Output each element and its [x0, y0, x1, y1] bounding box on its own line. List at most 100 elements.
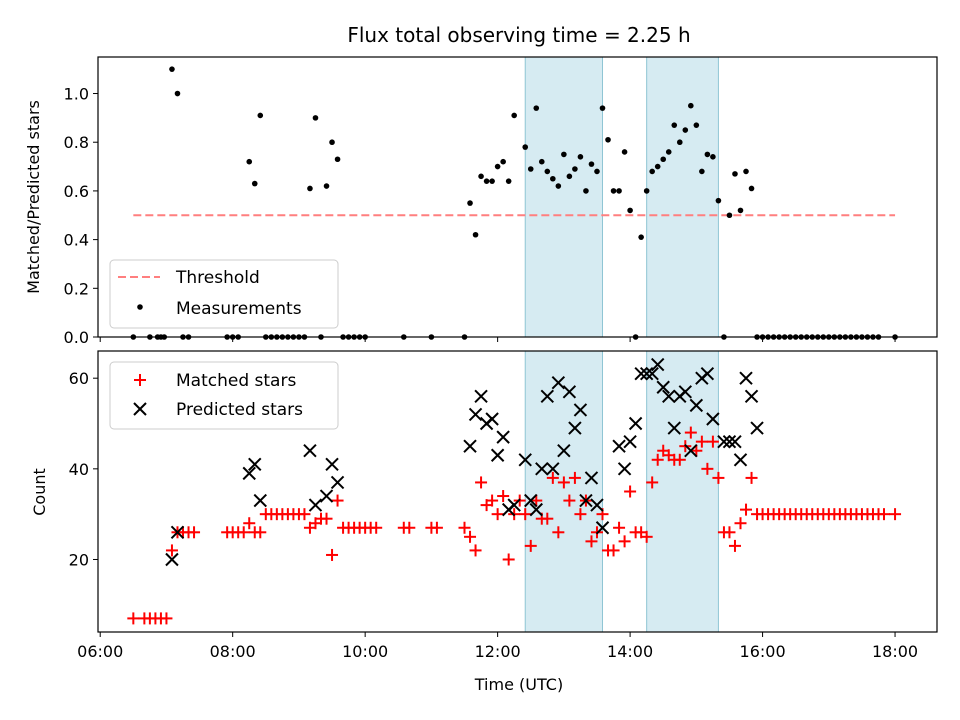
measurement-point	[710, 154, 716, 160]
top-legend-box	[109, 259, 339, 329]
predicted-star-point	[612, 439, 626, 453]
measurement-point	[577, 154, 584, 160]
matched-star-point	[745, 471, 758, 484]
predicted-star-point	[579, 493, 593, 508]
matched-star-point	[403, 521, 416, 534]
predicted-star-point	[551, 376, 566, 390]
predicted-star-point	[490, 448, 505, 462]
matched-star-point	[502, 553, 515, 566]
matched-star-point	[370, 521, 383, 534]
measurement-point	[566, 173, 573, 180]
predicted-star-point	[568, 421, 582, 435]
predicted-star-point	[645, 366, 659, 381]
matched-star-point	[889, 508, 902, 521]
matched-star-point	[706, 435, 719, 448]
predicted-star-point	[706, 412, 720, 426]
measurement-point	[699, 168, 705, 175]
matched-star-point	[469, 544, 482, 557]
legend-predicted-label: Predicted stars	[176, 400, 303, 420]
observing-window	[524, 56, 604, 338]
predicted-star-point	[628, 416, 643, 431]
matched-star-point	[624, 485, 637, 498]
predicted-star-point	[248, 457, 262, 472]
predicted-star-point	[170, 525, 185, 539]
matched-star-point	[546, 471, 559, 484]
measurement-point	[704, 151, 711, 158]
observing-window	[524, 350, 604, 633]
predicted-star-point	[717, 434, 731, 449]
predicted-star-point	[557, 444, 571, 458]
matched-star-point	[690, 444, 703, 457]
matched-star-point	[552, 526, 565, 539]
matched-star-point	[165, 544, 178, 557]
measurement-points	[130, 66, 898, 340]
predicted-star-point	[485, 412, 499, 426]
matched-star-point	[728, 539, 741, 552]
measurement-point	[643, 188, 650, 194]
predicted-star-point	[590, 498, 604, 512]
predicted-star-point	[722, 434, 737, 449]
matched-star-point	[237, 526, 250, 539]
matched-star-point	[464, 530, 477, 543]
x-tick-label: 18:00	[872, 642, 918, 661]
x-tick-label: 16:00	[740, 642, 786, 661]
measurement-point	[732, 171, 738, 177]
bottom-plot-frame	[97, 350, 938, 633]
predicted-star-point	[639, 366, 654, 381]
observing-window	[646, 56, 719, 338]
predicted-star-point	[617, 462, 632, 476]
matched-star-point	[613, 521, 626, 534]
predicted-star-point	[507, 498, 521, 512]
top-chart-panel: Flux total observing time = 2.25 h 0.00.…	[24, 23, 938, 347]
matched-star-point	[878, 508, 891, 521]
y-tick-label: 0.0	[64, 328, 89, 347]
matched-star-point	[331, 494, 344, 507]
predicted-star-point	[330, 475, 345, 490]
measurement-point	[682, 127, 689, 133]
predicted-star-point	[739, 371, 753, 385]
measurement-point	[174, 90, 181, 97]
legend-measurement-label: Measurements	[176, 299, 302, 319]
measurement-point	[522, 144, 529, 150]
matched-star-point	[640, 530, 653, 543]
measurement-point	[726, 212, 733, 219]
matched-star-point	[568, 471, 581, 484]
measurement-point	[169, 66, 175, 72]
measurement-point	[472, 231, 479, 238]
matched-star-point	[684, 426, 697, 439]
observing-window-shading	[524, 56, 719, 338]
matched-star-point	[486, 494, 499, 507]
predicted-star-point	[496, 430, 510, 444]
predicted-star-point	[684, 444, 698, 458]
legend-predicted-swatch	[133, 402, 147, 416]
measurement-point	[307, 185, 313, 192]
measurement-point	[616, 188, 622, 194]
matched-star-point	[723, 526, 736, 539]
predicted-star-point	[728, 434, 742, 449]
measurement-point	[478, 173, 484, 180]
matched-star-point	[160, 612, 173, 625]
top-legend: Threshold Measurements	[109, 259, 339, 329]
matched-star-point	[646, 476, 659, 489]
y-tick-label: 40	[69, 460, 89, 479]
y-tick-label: 0.4	[64, 231, 89, 250]
x-axis-label: Time (UTC)	[474, 675, 563, 694]
measurement-point	[748, 185, 755, 192]
observing-window-shading	[524, 350, 719, 633]
matched-star-point	[740, 503, 753, 516]
measurement-point	[251, 180, 258, 187]
predicted-star-point	[700, 366, 715, 381]
measurement-point	[693, 122, 700, 128]
measurement-point	[588, 161, 595, 167]
x-tick-label: 12:00	[475, 642, 521, 661]
measurement-point	[743, 168, 749, 175]
predicted-star-point	[623, 434, 637, 449]
matched-star-point	[430, 521, 443, 534]
predicted-star-point	[253, 493, 267, 508]
measurement-point	[688, 102, 694, 109]
predicted-star-point	[650, 357, 665, 372]
bottom-y-axis-label: Count	[30, 468, 49, 516]
matched-star-point	[326, 548, 339, 561]
measurement-point	[483, 178, 490, 184]
